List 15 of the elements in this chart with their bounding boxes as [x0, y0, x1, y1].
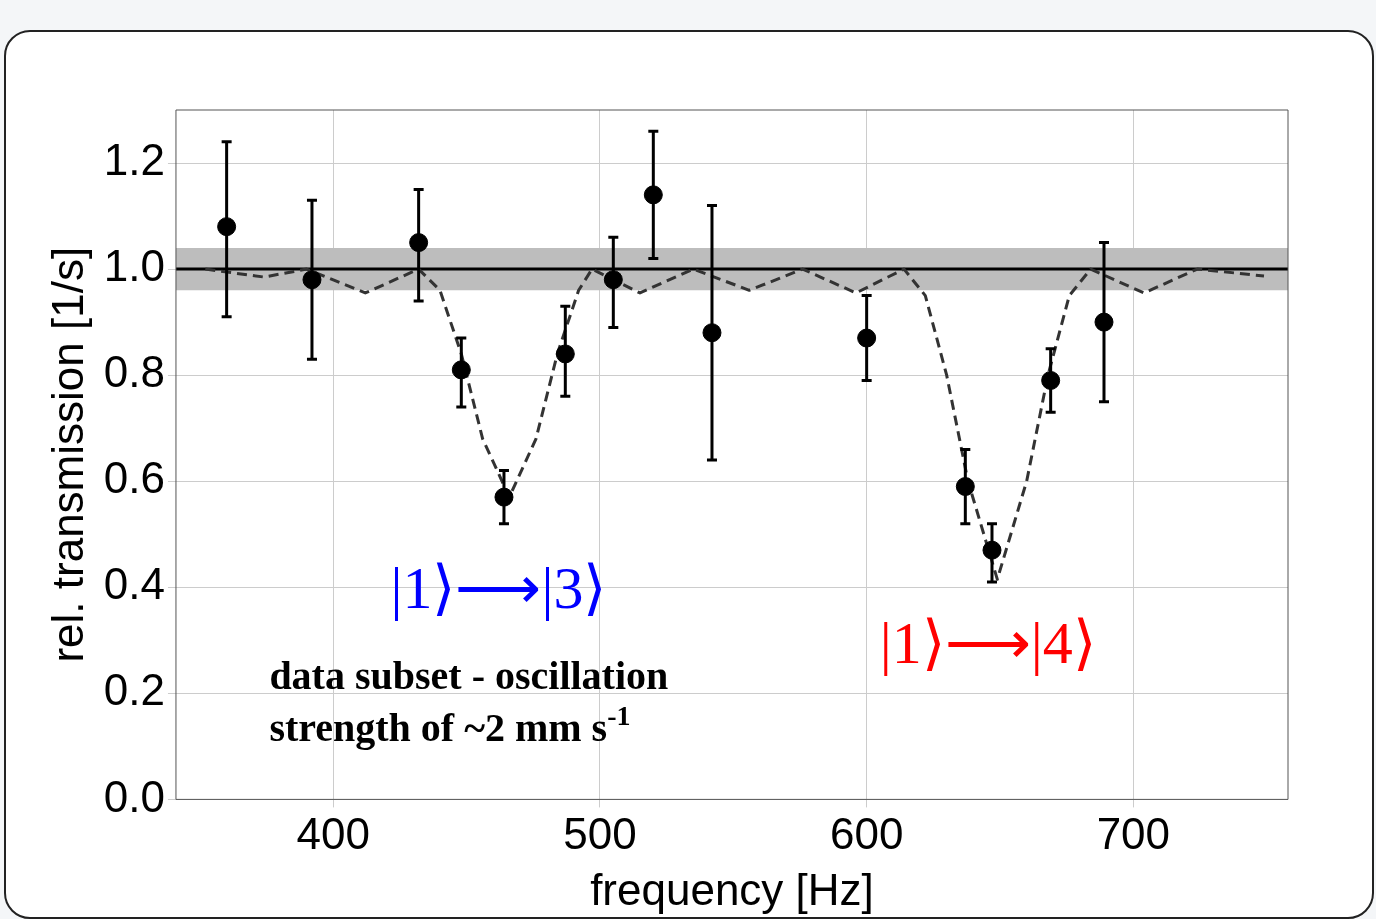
y-tick-label: 1.0 [103, 241, 165, 291]
y-tick-label: 0.8 [103, 347, 165, 397]
y-tick-label: 0.0 [103, 771, 165, 821]
x-axis-title: frequency [Hz] [590, 864, 874, 914]
annotation: |1⟩⟶|3⟩ [390, 555, 607, 622]
annotation: |1⟩⟶|4⟩ [879, 610, 1096, 677]
x-tick-label: 500 [563, 808, 637, 858]
y-tick-label: 1.2 [103, 135, 165, 185]
x-tick-label: 400 [296, 808, 371, 858]
y-axis-title: rel. transmission [1/s] [42, 246, 92, 663]
y-tick-label: 0.4 [103, 559, 165, 609]
x-tick-label: 700 [1096, 808, 1171, 858]
y-tick-label: 0.2 [103, 665, 165, 715]
x-tick-label: 600 [829, 808, 904, 858]
y-tick-label: 0.6 [103, 453, 165, 503]
